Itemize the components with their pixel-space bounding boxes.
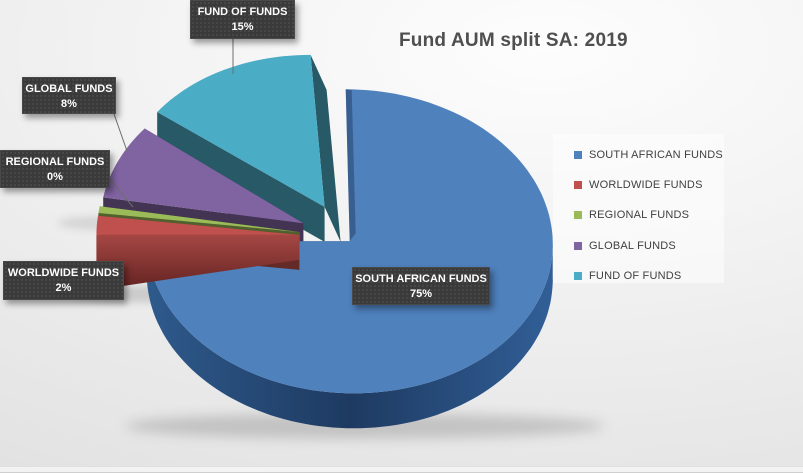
legend-label: SOUTH AFRICAN FUNDS [589, 149, 723, 162]
legend-swatch-icon [574, 151, 582, 160]
legend-swatch-icon [574, 181, 582, 190]
pie-slice-worldwide-funds [96, 215, 300, 290]
legend-swatch-icon [574, 211, 582, 220]
legend-item-worldwide-funds: WORLDWIDE FUNDS [574, 170, 724, 200]
callout-value: 75% [409, 288, 433, 300]
callout-value: 15% [231, 21, 254, 33]
callout-south-african-funds: SOUTH AFRICAN FUNDS 75% [352, 267, 490, 305]
legend-item-regional-funds: REGIONAL FUNDS [574, 200, 724, 230]
callout-value: 2% [55, 282, 72, 294]
callout-value: 8% [61, 98, 77, 110]
callout-value: 0% [47, 171, 63, 183]
legend-item-south-african-funds: SOUTH AFRICAN FUNDS [574, 140, 724, 170]
callout-global-funds: GLOBAL FUNDS 8% [22, 77, 116, 114]
pie-slice-fund-of-funds [157, 54, 341, 242]
legend: SOUTH AFRICAN FUNDS WORLDWIDE FUNDS REGI… [553, 134, 724, 283]
callout-label: REGIONAL FUNDS [5, 156, 105, 168]
callout-worldwide-funds: WORLDWIDE FUNDS 2% [3, 261, 124, 300]
callout-label: FUND OF FUNDS [197, 6, 288, 18]
legend-item-global-funds: GLOBAL FUNDS [574, 231, 724, 261]
legend-label: WORLDWIDE FUNDS [589, 179, 703, 192]
callout-label: WORLDWIDE FUNDS [7, 267, 120, 279]
leader-line [109, 178, 134, 208]
chart-title: Fund AUM split SA: 2019 [399, 30, 628, 51]
leader-line [113, 113, 128, 152]
callout-label: SOUTH AFRICAN FUNDS [355, 273, 487, 285]
legend-swatch-icon [574, 241, 582, 250]
legend-item-fund-of-funds: FUND OF FUNDS [574, 261, 724, 291]
callout-regional-funds: REGIONAL FUNDS 0% [0, 150, 110, 188]
legend-label: GLOBAL FUNDS [589, 239, 676, 252]
legend-swatch-icon [574, 271, 582, 280]
callout-fund-of-funds: FUND OF FUNDS 15% [190, 0, 295, 39]
legend-label: REGIONAL FUNDS [589, 209, 690, 222]
bottom-edge-highlight [0, 466, 803, 472]
legend-label: FUND OF FUNDS [589, 269, 682, 282]
callout-label: GLOBAL FUNDS [25, 83, 113, 95]
